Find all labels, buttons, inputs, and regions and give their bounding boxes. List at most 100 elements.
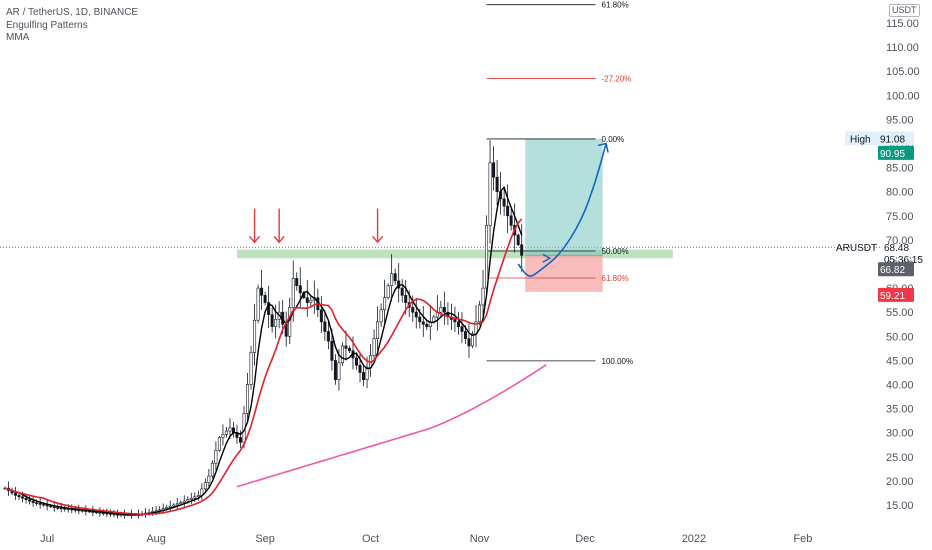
candle-body (394, 274, 396, 281)
y-tick-label: 20.00 (886, 476, 914, 488)
fib-label-0: 0.00% (602, 135, 625, 144)
candle-body (521, 245, 523, 256)
candle-body (412, 307, 414, 312)
y-tick-label: 110.00 (886, 42, 919, 54)
fib-label-1: 50.00% (602, 247, 629, 256)
fib-label-2: 61.80% (602, 274, 629, 283)
candle-body (215, 450, 217, 463)
x-tick-label: Jul (40, 533, 54, 545)
candle-body (405, 295, 407, 302)
y-tick-label: 35.00 (886, 404, 914, 416)
candle-body (250, 352, 252, 384)
candle-body (239, 438, 241, 443)
candle-body (232, 428, 234, 433)
candle-body (57, 507, 59, 508)
candle-body (380, 310, 382, 322)
candle-body (28, 500, 30, 501)
y-tick-label: 75.00 (886, 211, 914, 223)
candle-body (197, 495, 199, 496)
candle-body (292, 278, 294, 307)
last-price-value: 68.48 (884, 243, 909, 254)
x-tick-label: Feb (793, 533, 812, 545)
candle-body (341, 346, 343, 363)
candle-body (461, 327, 463, 332)
candle-body (415, 312, 417, 317)
candle-body (390, 274, 392, 286)
x-tick-label: Dec (575, 533, 595, 545)
stop-value: 59.21 (880, 291, 905, 302)
long-position-tool[interactable] (525, 139, 602, 292)
candle-body (426, 324, 428, 326)
candle-body (348, 348, 350, 350)
currency-badge[interactable]: USDT (889, 4, 920, 17)
candle-body (310, 300, 312, 302)
candle-body (208, 476, 210, 482)
candle-body (204, 483, 206, 489)
ma-fast-line (5, 187, 522, 514)
y-tick-label: 50.00 (886, 331, 914, 343)
candle-body (21, 497, 23, 498)
tp-value: 90.95 (880, 149, 905, 160)
candle-body (183, 501, 185, 502)
candle-body (222, 434, 224, 437)
candle-body (173, 505, 175, 506)
candle-body (264, 295, 266, 302)
candle-body (32, 501, 34, 502)
candle-body (271, 315, 273, 327)
candle-body (327, 331, 329, 341)
ma-slow-line (5, 219, 522, 514)
candle-body (454, 319, 456, 321)
candle-body (246, 385, 248, 414)
y-tick-label: 85.00 (886, 163, 914, 175)
candle-body (53, 507, 55, 508)
candle-body (492, 163, 494, 177)
fib-label-5: 61.80% (602, 1, 629, 10)
candle-body (274, 319, 276, 326)
candle-body (482, 288, 484, 305)
candle-body (180, 503, 182, 504)
candle-body (362, 372, 364, 379)
candle-body (299, 286, 301, 293)
candle-body (331, 341, 333, 360)
candle-body (296, 278, 298, 285)
candle-body (387, 286, 389, 298)
candle-body (373, 339, 375, 356)
candle-body (229, 428, 231, 431)
candle-body (338, 363, 340, 380)
symbol-title[interactable]: AR / TetherUS, 1D, BINANCE (6, 7, 138, 18)
candle-body (485, 225, 487, 288)
indicator-engulfing-label[interactable]: Engulfing Patterns (6, 20, 88, 31)
candle-body (42, 504, 44, 505)
candle-body (49, 506, 51, 507)
candle-body (257, 288, 259, 320)
candle-body (510, 216, 512, 226)
ma-long-line (237, 365, 546, 487)
candle-body (464, 331, 466, 338)
candle-body (39, 503, 41, 504)
candle-body (468, 339, 470, 346)
x-tick-label: 2022 (682, 533, 706, 545)
candle-body (211, 463, 213, 476)
high-value: 91.08 (880, 134, 905, 145)
time-axis[interactable]: Jul Aug Sep Oct Nov Dec 2022 Feb (40, 533, 812, 545)
candle-body (489, 163, 491, 226)
high-label: High (850, 134, 871, 145)
target-box (525, 139, 602, 255)
candle-body (355, 358, 357, 365)
candle-body (383, 298, 385, 310)
candle-body (506, 206, 508, 216)
candles (4, 140, 523, 519)
y-tick-label: 100.00 (886, 90, 920, 102)
moving-averages (5, 187, 546, 514)
candle-body (46, 505, 48, 506)
candle-body (320, 310, 322, 322)
candle-body (419, 317, 421, 322)
candle-body (422, 322, 424, 324)
fib-label-4: -27.20% (602, 74, 632, 83)
indicator-mma-label[interactable]: MMA (6, 32, 29, 43)
candle-body (503, 199, 505, 206)
down-arrow-markers (250, 209, 383, 243)
y-tick-label: 30.00 (886, 428, 914, 440)
candle-body (225, 431, 227, 434)
